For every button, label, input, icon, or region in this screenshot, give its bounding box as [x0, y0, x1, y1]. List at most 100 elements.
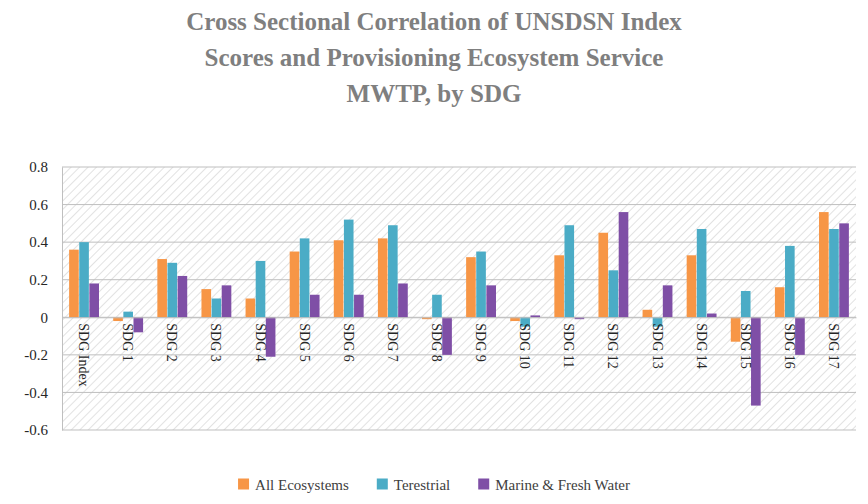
y-tick-label: -0.6	[24, 422, 48, 438]
bar	[432, 295, 442, 318]
bar	[839, 223, 849, 317]
legend-label: All Ecosystems	[255, 477, 349, 493]
y-tick-label: 0.4	[29, 234, 48, 250]
series	[89, 212, 849, 405]
legend-item: Terestrial	[377, 477, 450, 493]
bar	[290, 252, 300, 318]
bar	[530, 315, 540, 317]
bar	[697, 229, 707, 317]
x-tick: SDG 8	[429, 317, 444, 362]
x-tick-label: SDG 15	[738, 323, 753, 369]
bar	[378, 238, 388, 317]
bar	[334, 240, 344, 317]
bar	[246, 299, 256, 318]
bar	[344, 220, 354, 318]
chart: Cross Sectional Correlation of UNSDSN In…	[0, 0, 868, 504]
x-tick-label: SDG 11	[561, 323, 576, 368]
bar	[167, 263, 177, 317]
plot: -0.6-0.4-0.200.20.40.60.8SDG IndexSDG 1S…	[24, 159, 856, 438]
bar	[598, 233, 608, 318]
bar	[619, 212, 629, 317]
bar	[643, 310, 653, 318]
grid-line	[62, 392, 856, 393]
grid-line	[62, 354, 856, 355]
bar	[89, 283, 99, 317]
grid-line	[62, 204, 856, 205]
y-tick: 0.6	[29, 197, 62, 213]
bar	[741, 291, 751, 317]
x-tick-label: SDG 16	[782, 323, 797, 369]
x-tick: SDG 9	[473, 317, 488, 362]
legend: All Ecosystems Terestrial Marine & Fresh W…	[238, 477, 630, 493]
bar	[212, 299, 222, 318]
bar	[201, 289, 211, 317]
x-tick-label: SDG 8	[429, 323, 444, 362]
bar	[310, 295, 320, 318]
y-tick: 0	[41, 310, 63, 326]
bar	[157, 259, 167, 317]
x-tick: SDG 3	[208, 317, 223, 362]
x-tick-label: SDG 1	[120, 323, 135, 362]
x-tick: SDG 6	[341, 317, 356, 362]
x-tick-label: SDG 6	[341, 323, 356, 362]
title: Cross Sectional Correlation of UNSDSN In…	[186, 8, 682, 107]
x-tick-label: SDG 14	[694, 323, 709, 369]
bar	[354, 295, 364, 318]
bar	[300, 238, 310, 317]
x-tick: SDG 7	[385, 317, 400, 362]
y-tick: -0.6	[24, 422, 62, 438]
x-tick-label: SDG 7	[385, 323, 400, 362]
x-tick-label: SDG 2	[164, 323, 179, 362]
x-tick-label: SDG 5	[297, 323, 312, 362]
bar	[256, 261, 266, 317]
series	[79, 220, 839, 327]
legend-label: Terestrial	[394, 477, 450, 493]
y-tick: -0.2	[24, 347, 62, 363]
x-tick: SDG 15	[738, 317, 753, 369]
y-tick: 0.4	[29, 234, 62, 250]
y-tick-label: -0.2	[24, 347, 48, 363]
plot-background	[62, 167, 856, 430]
grid-line	[62, 430, 856, 431]
x-tick: SDG 2	[164, 317, 179, 362]
legend-label: Marine & Fresh Water	[495, 477, 630, 493]
y-axis-line	[62, 168, 63, 431]
x-tick: SDG 11	[561, 317, 576, 368]
bar	[388, 225, 398, 317]
legend-item: All Ecosystems	[238, 477, 349, 493]
x-tick-label: SDG 17	[826, 323, 841, 369]
x-tick: SDG 4	[253, 317, 268, 362]
bar	[554, 255, 564, 317]
x-axis: SDG IndexSDG 1SDG 2SDG 3SDG 4SDG 5SDG 6S…	[63, 317, 857, 386]
legend-item: Marine & Fresh Water	[478, 477, 630, 493]
y-tick-label: 0.2	[29, 272, 48, 288]
bar	[564, 225, 574, 317]
title-line: Scores and Provisioning Ecosystem Servic…	[205, 44, 664, 71]
bar	[785, 246, 795, 317]
y-tick-label: 0.6	[29, 197, 48, 213]
x-tick: SDG 14	[694, 317, 709, 369]
legend-swatch	[238, 479, 249, 490]
y-tick-label: 0.8	[29, 159, 48, 175]
x-tick: SDG 12	[605, 317, 620, 369]
x-tick: SDG 10	[517, 317, 532, 369]
y-tick-label: 0	[41, 310, 49, 326]
bar	[687, 255, 697, 317]
x-tick-label: SDG 3	[208, 323, 223, 362]
x-tick: SDG 5	[297, 317, 312, 362]
x-tick-label: SDG 10	[517, 323, 532, 369]
title-line: MWTP, by SDG	[347, 80, 522, 107]
bar	[476, 252, 486, 318]
bar	[466, 257, 476, 317]
bar	[663, 285, 673, 317]
bar	[79, 242, 89, 317]
x-tick-label: SDG 12	[605, 323, 620, 369]
x-tick: SDG 16	[782, 317, 797, 369]
bar	[819, 212, 829, 317]
bar	[707, 314, 717, 318]
x-tick: SDG 17	[826, 317, 841, 369]
legend-swatch	[377, 479, 388, 490]
x-tick: SDG 13	[650, 317, 665, 369]
y-tick-label: -0.4	[24, 385, 48, 401]
y-tick: -0.4	[24, 385, 62, 401]
